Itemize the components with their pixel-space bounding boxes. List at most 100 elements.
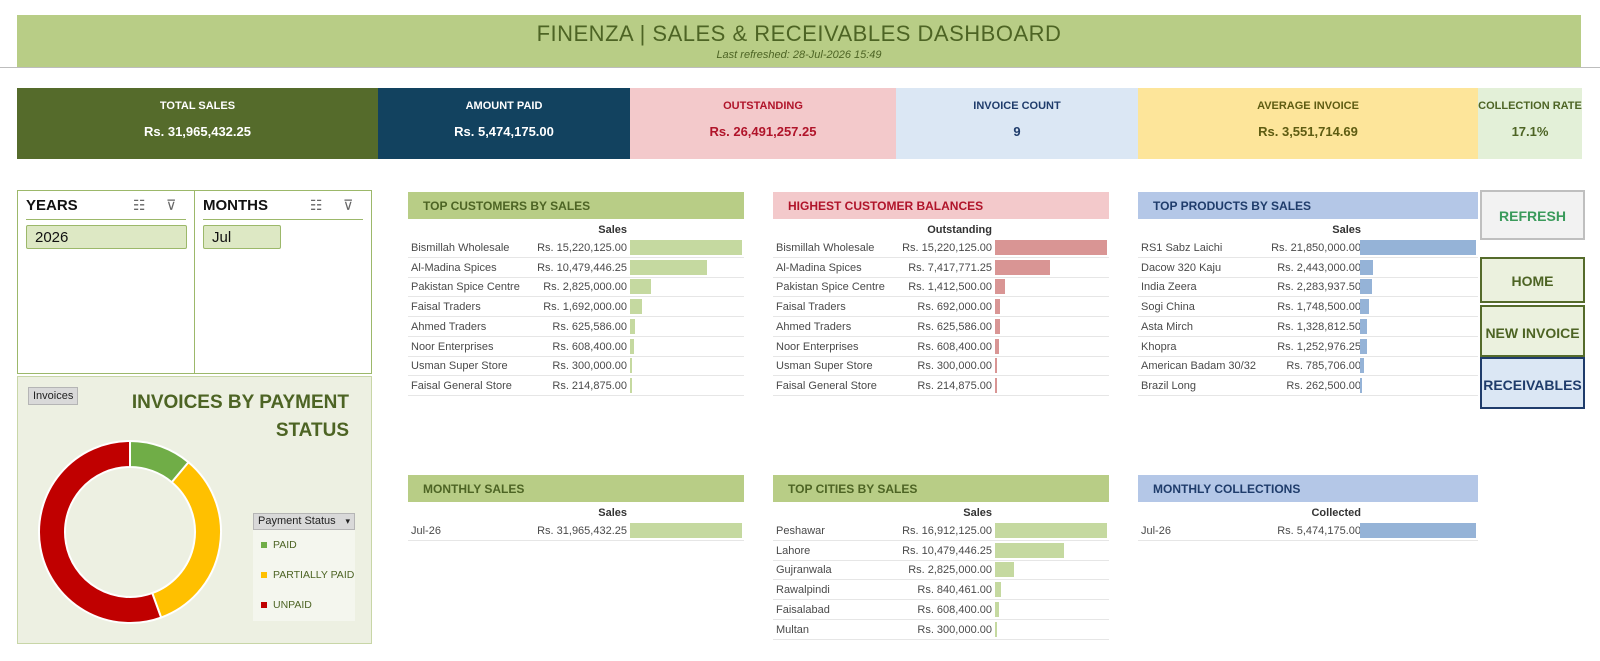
multi-select-icon[interactable]: ☷	[133, 197, 146, 213]
table-row: Pakistan Spice Centre Rs. 2,825,000.00	[408, 277, 744, 298]
legend-label: UNPAID	[273, 599, 312, 611]
table-row: Ahmed Traders Rs. 625,586.00	[773, 317, 1109, 337]
data-bar	[995, 582, 1001, 598]
row-amount: Rs. 2,443,000.00	[1277, 261, 1361, 274]
column-header: Sales	[1332, 224, 1361, 236]
row-label: Noor Enterprises	[411, 340, 494, 353]
data-bar	[1360, 259, 1373, 275]
invoices-by-status-chart: Invoices INVOICES BY PAYMENT STATUS Paym…	[17, 376, 372, 644]
row-label: American Badam 30/32	[1141, 360, 1256, 373]
data-bar	[630, 523, 742, 538]
data-bar	[630, 279, 651, 295]
row-label: RS1 Sabz Laichi	[1141, 242, 1223, 254]
refresh-button[interactable]: REFRESH	[1480, 190, 1585, 240]
months-slicer-item[interactable]: Jul	[203, 225, 281, 249]
row-amount: Rs. 608,400.00	[917, 340, 992, 353]
row-label: Faisal General Store	[776, 379, 877, 392]
row-label: India Zeera	[1141, 281, 1197, 294]
row-amount: Rs. 840,461.00	[917, 584, 992, 597]
kpi-total-sales: TOTAL SALES Rs. 31,965,432.25	[17, 88, 378, 159]
table-title: MONTHLY SALES	[408, 475, 744, 502]
row-amount: Rs. 2,825,000.00	[543, 281, 627, 294]
donut-chart	[38, 439, 222, 624]
donut-segment-partially-paid	[150, 460, 222, 619]
legend-item-paid: PAID	[261, 539, 297, 551]
data-bar	[1360, 318, 1368, 334]
home-button[interactable]: HOME	[1480, 257, 1585, 303]
data-bar	[995, 562, 1014, 578]
table-row: India Zeera Rs. 2,283,937.50	[1138, 277, 1478, 298]
row-amount: Rs. 692,000.00	[917, 301, 992, 314]
row-amount: Rs. 7,417,771.25	[908, 261, 992, 274]
table-row: RS1 Sabz Laichi Rs. 21,850,000.00	[1138, 238, 1478, 258]
new-invoice-button[interactable]: NEW INVOICE	[1480, 305, 1585, 357]
row-label: Bismillah Wholesale	[776, 242, 875, 254]
chart-legend: Payment Status ▾ PAID PARTIALLY PAID UNP…	[253, 513, 355, 621]
clear-filter-icon[interactable]: ⊽	[166, 197, 177, 213]
row-label: Ahmed Traders	[411, 320, 487, 333]
legend-swatch	[261, 602, 267, 609]
table-row: Ahmed Traders Rs. 625,586.00	[408, 317, 744, 337]
row-label: Khopra	[1141, 340, 1177, 353]
clear-filter-icon[interactable]: ⊽	[343, 197, 354, 213]
donut-segment-unpaid	[38, 439, 163, 624]
invoices-field-button[interactable]: Invoices	[28, 387, 79, 405]
table-row: Khopra Rs. 1,252,976.25	[1138, 337, 1478, 357]
kpi-average-invoice: AVERAGE INVOICE Rs. 3,551,714.69	[1138, 88, 1478, 159]
data-bar	[1360, 523, 1476, 538]
multi-select-icon[interactable]: ☷	[310, 197, 323, 213]
data-bar	[995, 601, 1000, 617]
row-amount: Rs. 300,000.00	[552, 360, 627, 373]
row-amount: Rs. 5,474,175.00	[1277, 525, 1361, 537]
row-label: Bismillah Wholesale	[411, 242, 510, 254]
data-bar	[630, 338, 635, 354]
row-amount: Rs. 10,479,446.25	[902, 544, 992, 557]
data-bar	[630, 358, 633, 374]
months-slicer: MONTHS ☷ ⊽ Jul	[195, 191, 372, 373]
data-bar	[995, 358, 998, 374]
row-label: Peshawar	[776, 525, 825, 537]
row-amount: Rs. 16,912,125.00	[902, 525, 992, 537]
kpi-amount-paid: AMOUNT PAID Rs. 5,474,175.00	[378, 88, 630, 159]
column-header: Outstanding	[927, 224, 992, 236]
table-row: Dacow 320 Kaju Rs. 2,443,000.00	[1138, 258, 1478, 278]
row-amount: Rs. 15,220,125.00	[537, 242, 627, 254]
kpi-label: AVERAGE INVOICE	[1257, 100, 1359, 112]
highest-balances-table: HIGHEST CUSTOMER BALANCES Outstanding Bism…	[773, 192, 1109, 396]
row-label: Ahmed Traders	[776, 320, 852, 333]
kpi-invoice-count: INVOICE COUNT 9	[896, 88, 1138, 159]
kpi-value: 9	[1013, 124, 1021, 139]
table-title: MONTHLY COLLECTIONS	[1138, 475, 1478, 502]
row-label: Faisal Traders	[776, 301, 846, 314]
top-cities-table: TOP CITIES BY SALES Sales Peshawar Rs. 16,9…	[773, 475, 1109, 640]
years-slicer-title: YEARS	[26, 197, 78, 214]
column-header: Sales	[963, 507, 992, 519]
years-slicer: YEARS ☷ ⊽ 2026	[18, 191, 195, 373]
data-bar	[1360, 338, 1367, 354]
payment-status-filter[interactable]: Payment Status ▾	[253, 513, 355, 530]
kpi-collection-rate: COLLECTION RATE 17.1%	[1478, 88, 1582, 159]
table-row: Faisal Traders Rs. 1,692,000.00	[408, 297, 744, 318]
table-title: TOP CITIES BY SALES	[773, 475, 1109, 502]
data-bar	[1360, 240, 1476, 255]
row-amount: Rs. 625,586.00	[917, 320, 992, 333]
data-bar	[995, 240, 1107, 255]
kpi-label: OUTSTANDING	[723, 100, 803, 112]
receivables-button[interactable]: RECEIVABLES	[1480, 357, 1585, 409]
row-amount: Rs. 300,000.00	[917, 623, 992, 636]
table-row: Lahore Rs. 10,479,446.25	[773, 541, 1109, 561]
row-label: Asta Mirch	[1141, 320, 1193, 333]
data-bar	[995, 259, 1050, 275]
kpi-value: Rs. 3,551,714.69	[1258, 124, 1358, 139]
months-slicer-title: MONTHS	[203, 197, 268, 214]
table-row: Al-Madina Spices Rs. 7,417,771.25	[773, 258, 1109, 278]
row-amount: Rs. 15,220,125.00	[902, 242, 992, 254]
row-amount: Rs. 625,586.00	[552, 320, 627, 333]
years-slicer-item[interactable]: 2026	[26, 225, 187, 249]
kpi-label: INVOICE COUNT	[973, 100, 1061, 112]
row-amount: Rs. 1,692,000.00	[543, 301, 627, 314]
table-row: Noor Enterprises Rs. 608,400.00	[408, 337, 744, 357]
row-amount: Rs. 2,283,937.50	[1277, 281, 1361, 294]
row-label: Usman Super Store	[776, 360, 873, 373]
chart-title: INVOICES BY PAYMENT STATUS	[131, 392, 349, 441]
